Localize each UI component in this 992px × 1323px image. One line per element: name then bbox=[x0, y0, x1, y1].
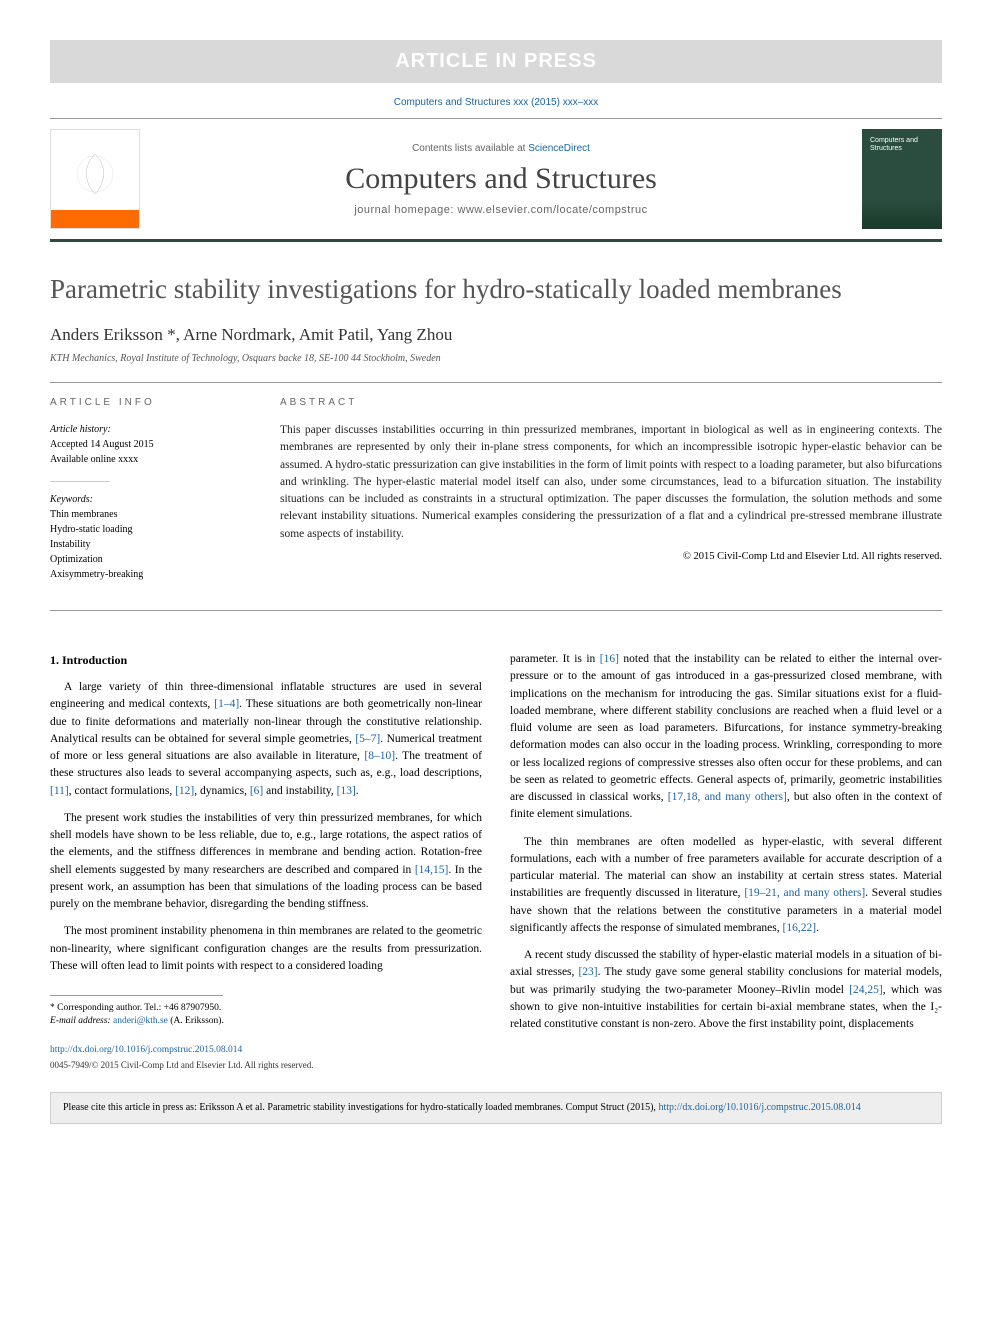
email-link[interactable]: anderi@kth.se bbox=[113, 1016, 168, 1026]
keyword: Axisymmetry-breaking bbox=[50, 567, 250, 582]
article-in-press-banner: ARTICLE IN PRESS bbox=[50, 40, 942, 83]
affiliation: KTH Mechanics, Royal Institute of Techno… bbox=[50, 353, 942, 364]
homepage-line: journal homepage: www.elsevier.com/locat… bbox=[150, 204, 852, 216]
paragraph: A recent study discussed the stability o… bbox=[510, 947, 942, 1033]
citation-top: Computers and Structures xxx (2015) xxx–… bbox=[50, 97, 942, 108]
sciencedirect-link[interactable]: ScienceDirect bbox=[528, 143, 590, 154]
keyword: Optimization bbox=[50, 552, 250, 567]
section-heading: 1. Introduction bbox=[50, 651, 482, 669]
journal-name: Computers and Structures bbox=[150, 162, 852, 196]
body-columns: 1. Introduction A large variety of thin … bbox=[50, 651, 942, 1072]
keyword: Thin membranes bbox=[50, 507, 250, 522]
paragraph: The thin membranes are often modelled as… bbox=[510, 834, 942, 938]
keyword: Hydro-static loading bbox=[50, 522, 250, 537]
authors: Anders Eriksson *, Arne Nordmark, Amit P… bbox=[50, 325, 942, 345]
citation-doi-link[interactable]: http://dx.doi.org/10.1016/j.compstruc.20… bbox=[658, 1102, 860, 1113]
keyword: Instability bbox=[50, 537, 250, 552]
citation-box: Please cite this article in press as: Er… bbox=[50, 1092, 942, 1124]
paragraph: The most prominent instability phenomena… bbox=[50, 923, 482, 975]
article-info-column: ARTICLE INFO Article history: Accepted 1… bbox=[50, 397, 250, 596]
history-label: Article history: bbox=[50, 422, 250, 437]
right-column: parameter. It is in [16] noted that the … bbox=[510, 651, 942, 1072]
accepted-date: Accepted 14 August 2015 bbox=[50, 437, 250, 452]
elsevier-logo: ELSEVIER bbox=[50, 129, 140, 229]
corresponding-author-note: * Corresponding author. Tel.: +46 879079… bbox=[50, 1002, 482, 1029]
elsevier-text: ELSEVIER bbox=[73, 216, 117, 226]
paragraph: A large variety of thin three-dimensiona… bbox=[50, 679, 482, 800]
journal-cover-thumbnail: Computers and Structures bbox=[862, 129, 942, 229]
online-date: Available online xxxx bbox=[50, 452, 250, 467]
abstract-text: This paper discusses instabilities occur… bbox=[280, 422, 942, 543]
homepage-url[interactable]: www.elsevier.com/locate/compstruc bbox=[458, 204, 648, 216]
abstract-column: ABSTRACT This paper discusses instabilit… bbox=[280, 397, 942, 596]
abstract-copyright: © 2015 Civil-Comp Ltd and Elsevier Ltd. … bbox=[280, 551, 942, 562]
doi-link[interactable]: http://dx.doi.org/10.1016/j.compstruc.20… bbox=[50, 1045, 242, 1055]
article-title: Parametric stability investigations for … bbox=[50, 272, 942, 307]
article-info-heading: ARTICLE INFO bbox=[50, 397, 250, 408]
abstract-heading: ABSTRACT bbox=[280, 397, 942, 408]
paragraph: The present work studies the instabiliti… bbox=[50, 810, 482, 914]
left-column: 1. Introduction A large variety of thin … bbox=[50, 651, 482, 1072]
journal-header: ELSEVIER Contents lists available at Sci… bbox=[50, 118, 942, 242]
issn-line: 0045-7949/© 2015 Civil-Comp Ltd and Else… bbox=[50, 1059, 482, 1073]
paragraph: parameter. It is in [16] noted that the … bbox=[510, 651, 942, 824]
keywords-label: Keywords: bbox=[50, 492, 250, 507]
contents-line: Contents lists available at ScienceDirec… bbox=[150, 143, 852, 154]
